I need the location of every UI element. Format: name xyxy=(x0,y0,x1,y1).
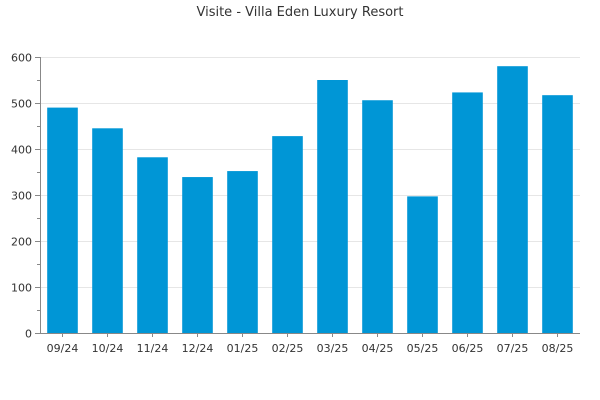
y-tick-label: 400 xyxy=(11,144,32,157)
bar-12-24 xyxy=(182,177,213,333)
bar-04-25 xyxy=(362,100,393,334)
bars xyxy=(47,66,573,334)
y-axis: 0 100 200 300 400 500 600 xyxy=(11,52,41,341)
y-tick-label: 500 xyxy=(11,98,32,111)
x-tick-label: 01/25 xyxy=(227,342,259,355)
x-tick-label: 09/24 xyxy=(47,342,79,355)
x-tick-label: 11/24 xyxy=(137,342,169,355)
x-tick-label: 03/25 xyxy=(317,342,349,355)
bar-07-25 xyxy=(497,66,528,333)
y-tick-label: 600 xyxy=(11,52,32,65)
x-tick-label: 07/25 xyxy=(497,342,529,355)
bar-03-25 xyxy=(317,80,348,333)
bar-06-25 xyxy=(452,92,483,333)
x-tick-label: 06/25 xyxy=(452,342,484,355)
bar-11-24 xyxy=(137,157,168,333)
bar-09-24 xyxy=(47,107,78,333)
x-tick-label: 08/25 xyxy=(542,342,574,355)
x-tick-label: 04/25 xyxy=(362,342,394,355)
y-tick-label: 200 xyxy=(11,236,32,249)
bar-01-25 xyxy=(227,171,258,333)
chart-title: Visite - Villa Eden Luxury Resort xyxy=(196,5,403,20)
x-tick-label: 12/24 xyxy=(182,342,214,355)
x-tick-label: 05/25 xyxy=(407,342,439,355)
y-tick-label: 100 xyxy=(11,282,32,295)
x-tick-label: 02/25 xyxy=(272,342,304,355)
y-tick-label: 300 xyxy=(11,190,32,203)
gridlines xyxy=(40,57,580,288)
bar-05-25 xyxy=(407,196,438,333)
x-tick-label: 10/24 xyxy=(92,342,124,355)
bar-10-24 xyxy=(92,128,123,333)
bar-02-25 xyxy=(272,136,303,333)
x-axis: 09/24 10/24 11/24 12/24 01/25 02/25 03/25 04/25… xyxy=(40,333,580,355)
bar-08-25 xyxy=(542,95,573,334)
y-tick-label: 0 xyxy=(25,328,32,341)
